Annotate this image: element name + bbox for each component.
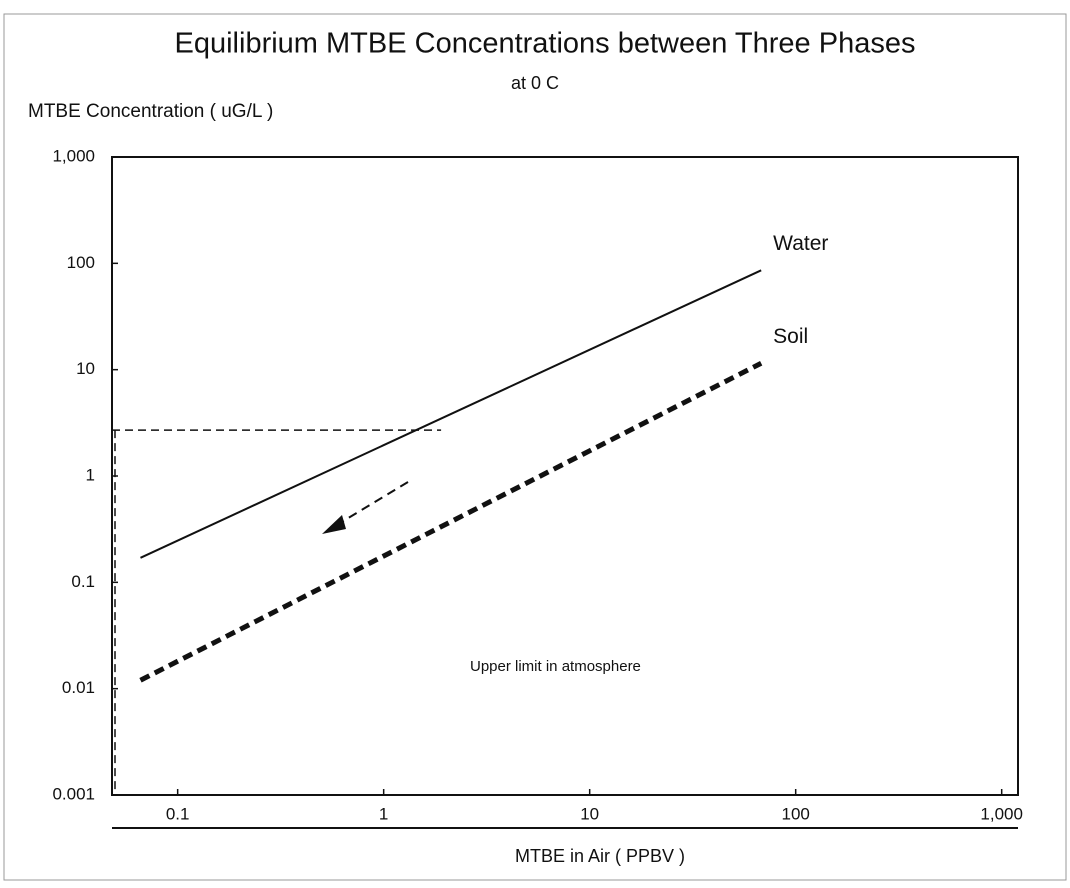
x-tick-label: 100 <box>781 804 809 823</box>
x-axis-label: MTBE in Air ( PPBV ) <box>515 846 685 866</box>
y-tick-label: 0.001 <box>52 784 95 803</box>
y-axis-label: MTBE Concentration ( uG/L ) <box>28 101 273 122</box>
series-label: Soil <box>773 325 808 348</box>
chart-subtitle: at 0 C <box>511 73 559 93</box>
annotation: Upper limit in atmosphere <box>470 658 641 675</box>
chart-title: Equilibrium MTBE Concentrations between … <box>175 28 916 60</box>
x-tick-label: 1,000 <box>980 804 1023 823</box>
x-tick-label: 0.1 <box>166 804 190 823</box>
arrow <box>334 481 409 527</box>
series-line <box>140 269 762 559</box>
y-tick-label: 1,000 <box>52 146 95 165</box>
x-tick-label: 1 <box>379 804 388 823</box>
arrow-head <box>322 515 346 534</box>
frame <box>3 13 1067 881</box>
y-tick-label: 0.01 <box>62 678 95 697</box>
y-tick-label: 0.1 <box>71 572 95 591</box>
y-tick-label: 10 <box>76 359 95 378</box>
series-line <box>139 360 763 683</box>
x-tick-label: 10 <box>580 804 599 823</box>
plot-area <box>111 156 1019 796</box>
y-tick-label: 1 <box>86 465 95 484</box>
series-label: Water <box>773 232 828 255</box>
y-tick-label: 100 <box>67 253 95 272</box>
